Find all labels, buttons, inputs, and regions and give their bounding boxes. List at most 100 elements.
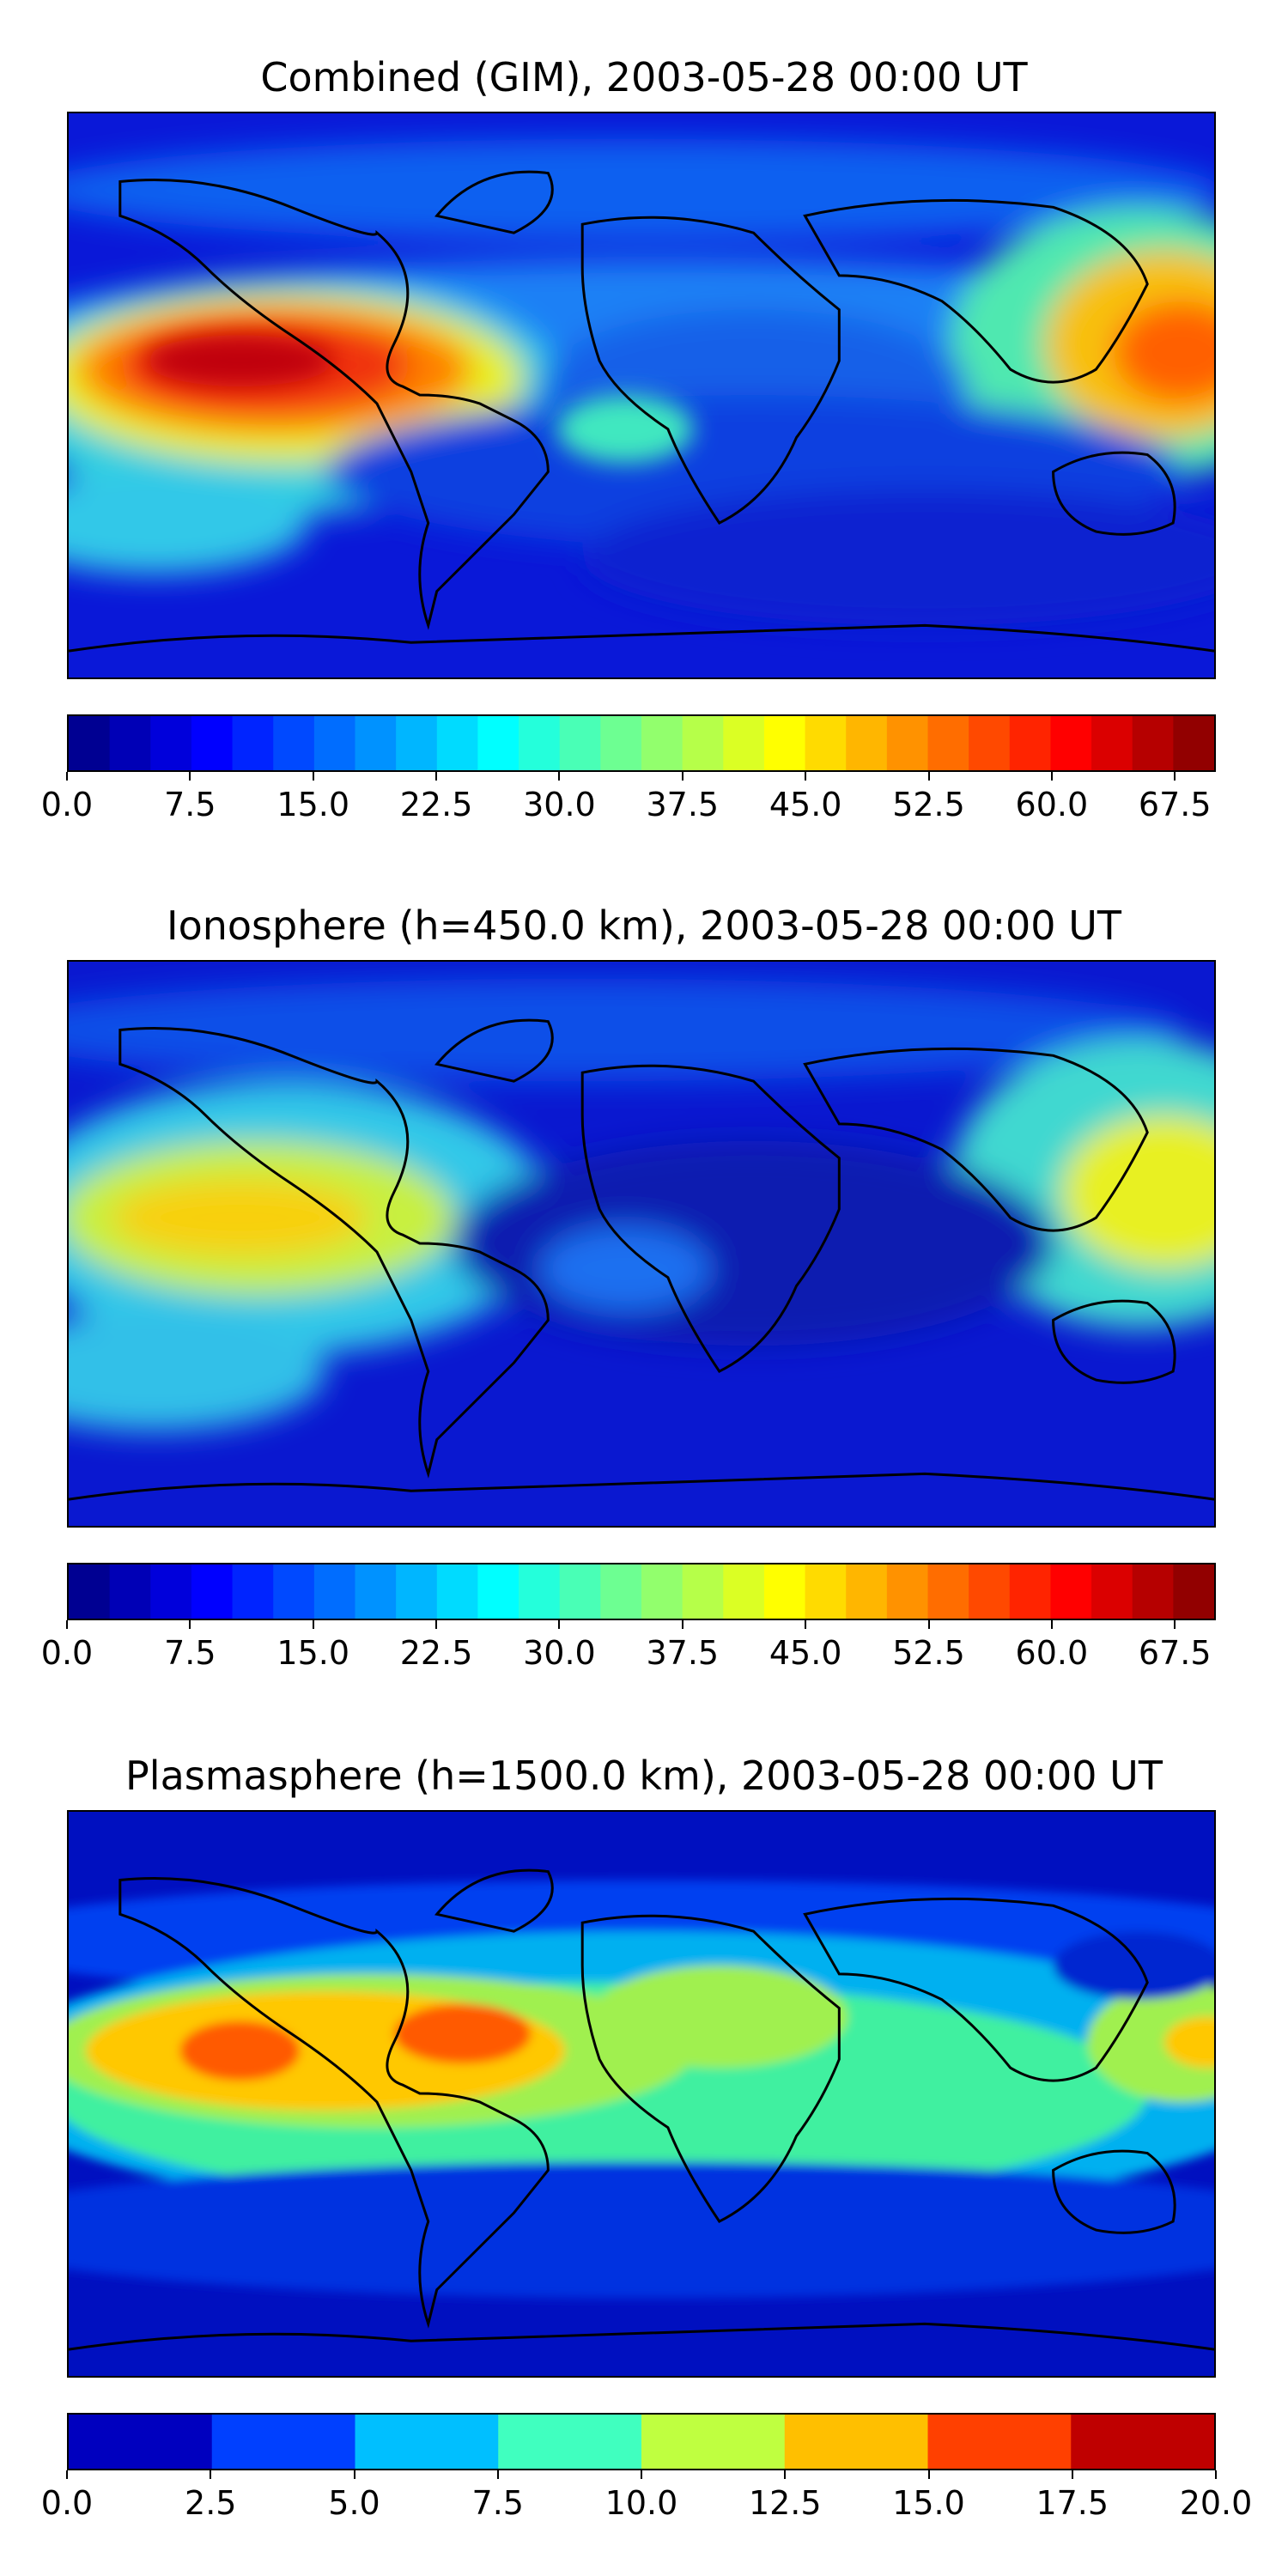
colorbar-level-swatch xyxy=(69,716,111,770)
colorbar-tick-label: 22.5 xyxy=(399,1634,473,1672)
colorbar-tick xyxy=(1174,772,1176,781)
colorbar-level-swatch xyxy=(846,716,888,770)
colorbar-plasmasphere-ticks: 0.0 2.5 5.0 7.5 10.0 12.5 15.0 17.5 20.0 xyxy=(41,2470,1252,2522)
colorbar-tick xyxy=(189,1620,191,1629)
colorbar-level-swatch xyxy=(1173,716,1214,770)
colorbar-tick-label: 22.5 xyxy=(399,786,473,823)
colorbar-tick xyxy=(1174,1620,1176,1629)
colorbar-level-swatch xyxy=(498,2415,642,2469)
panel-title-combined: Combined (GIM), 2003-05-28 00:00 UT xyxy=(260,54,1028,100)
colorbar-tick xyxy=(927,2470,930,2479)
coastlines xyxy=(69,1018,1214,1501)
colorbar-tick xyxy=(210,2470,212,2479)
colorbar-level-swatch xyxy=(927,1564,969,1619)
colorbar-tick-label: 0.0 xyxy=(40,1634,94,1672)
colorbar-tick xyxy=(805,1620,807,1629)
colorbar-level-swatch xyxy=(641,716,683,770)
colorbar-level-swatch xyxy=(682,1564,724,1619)
colorbar-level-swatch xyxy=(232,1564,274,1619)
panel-title-ionosphere: Ionosphere (h=450.0 km), 2003-05-28 00:0… xyxy=(167,902,1121,949)
colorbar-level-swatch xyxy=(927,716,969,770)
colorbar-tick xyxy=(1215,2470,1217,2479)
colorbar-tick-label: 52.5 xyxy=(892,786,965,823)
colorbar-level-swatch xyxy=(846,1564,888,1619)
colorbar-level-swatch xyxy=(1050,1564,1092,1619)
colorbar-level-swatch xyxy=(682,716,724,770)
colorbar-tick-label: 0.0 xyxy=(40,786,94,823)
colorbar-tick xyxy=(189,772,191,781)
colorbar-level-swatch xyxy=(1091,716,1133,770)
colorbar-level-swatch xyxy=(519,716,561,770)
colorbar-level-swatch xyxy=(1132,716,1174,770)
colorbar-tick-label: 17.5 xyxy=(1036,2484,1109,2522)
colorbar-ionosphere xyxy=(67,1563,1216,1620)
colorbar-tick-label: 12.5 xyxy=(748,2484,822,2522)
map-plasmasphere-svg xyxy=(69,1812,1214,2376)
colorbar-combined-ticks: 0.0 7.5 15.0 22.5 30.0 37.5 45.0 52.5 60.0 67.5 xyxy=(41,772,1216,823)
colorbar-tick xyxy=(927,772,930,781)
map-ionosphere xyxy=(67,960,1216,1528)
colorbar-level-swatch xyxy=(927,2415,1072,2469)
colorbar-tick xyxy=(641,2470,642,2479)
colorbar-tick xyxy=(435,1620,438,1629)
colorbar-level-swatch xyxy=(1009,1564,1052,1619)
map-ionosphere-svg xyxy=(69,962,1214,1526)
colorbar-tick-label: 10.0 xyxy=(605,2484,678,2522)
colorbar-plasmasphere xyxy=(67,2413,1216,2470)
colorbar-tick-label: 67.5 xyxy=(1138,1634,1212,1672)
colorbar-tick-label: 60.0 xyxy=(1015,786,1089,823)
colorbar-tick xyxy=(312,772,314,781)
colorbar-tick-label: 30.0 xyxy=(523,1634,596,1672)
map-plasmasphere xyxy=(67,1810,1216,2378)
colorbar-tick xyxy=(353,2470,355,2479)
colorbar-tick-label: 37.5 xyxy=(646,1634,720,1672)
colorbar-level-swatch xyxy=(273,716,315,770)
colorbar-tick xyxy=(805,772,807,781)
colorbar-level-swatch xyxy=(559,716,601,770)
coastlines xyxy=(69,1868,1214,2351)
colorbar-level-swatch xyxy=(109,1564,151,1619)
colorbar-level-swatch xyxy=(1091,1564,1133,1619)
colorbar-level-swatch xyxy=(723,1564,765,1619)
colorbar-tick-label: 7.5 xyxy=(164,786,216,823)
colorbar-combined-swatches xyxy=(69,716,1214,770)
colorbar-level-swatch xyxy=(191,1564,234,1619)
colorbar-level-swatch xyxy=(763,716,806,770)
colorbar-level-swatch xyxy=(355,1564,397,1619)
colorbar-tick-label: 30.0 xyxy=(523,786,596,823)
colorbar-tick-label: 15.0 xyxy=(892,2484,965,2522)
colorbar-tick-label: 45.0 xyxy=(769,786,842,823)
colorbar-level-swatch xyxy=(313,1564,356,1619)
colorbar-level-swatch xyxy=(886,716,929,770)
colorbar-level-swatch xyxy=(886,1564,929,1619)
colorbar-tick xyxy=(558,772,561,781)
colorbar-level-swatch xyxy=(559,1564,601,1619)
colorbar-level-swatch xyxy=(211,2415,356,2469)
colorbar-tick-label: 60.0 xyxy=(1015,1634,1089,1672)
colorbar-level-swatch xyxy=(396,716,438,770)
colorbar-level-swatch xyxy=(1173,1564,1214,1619)
colorbar-level-swatch xyxy=(191,716,234,770)
colorbar-tick xyxy=(558,1620,561,1629)
colorbar-level-swatch xyxy=(150,716,192,770)
colorbar-tick xyxy=(927,1620,930,1629)
colorbar-level-swatch xyxy=(805,716,847,770)
colorbar-level-swatch xyxy=(784,2415,929,2469)
colorbar-level-swatch xyxy=(355,2415,499,2469)
map-combined xyxy=(67,112,1216,679)
colorbar-level-swatch xyxy=(1009,716,1052,770)
colorbar-tick-label: 15.0 xyxy=(276,786,350,823)
colorbar-level-swatch xyxy=(273,1564,315,1619)
colorbar-level-swatch xyxy=(1050,716,1092,770)
colorbar-level-swatch xyxy=(477,716,519,770)
colorbar-tick-label: 0.0 xyxy=(40,2484,94,2522)
colorbar-level-swatch xyxy=(150,1564,192,1619)
colorbar-tick xyxy=(681,772,683,781)
colorbar-tick xyxy=(496,2470,499,2479)
colorbar-tick-label: 2.5 xyxy=(185,2484,237,2522)
colorbar-level-swatch xyxy=(723,716,765,770)
colorbar-ionosphere-swatches xyxy=(69,1564,1214,1619)
colorbar-level-swatch xyxy=(109,716,151,770)
colorbar-tick xyxy=(784,2470,787,2479)
colorbar-tick xyxy=(1050,1620,1053,1629)
